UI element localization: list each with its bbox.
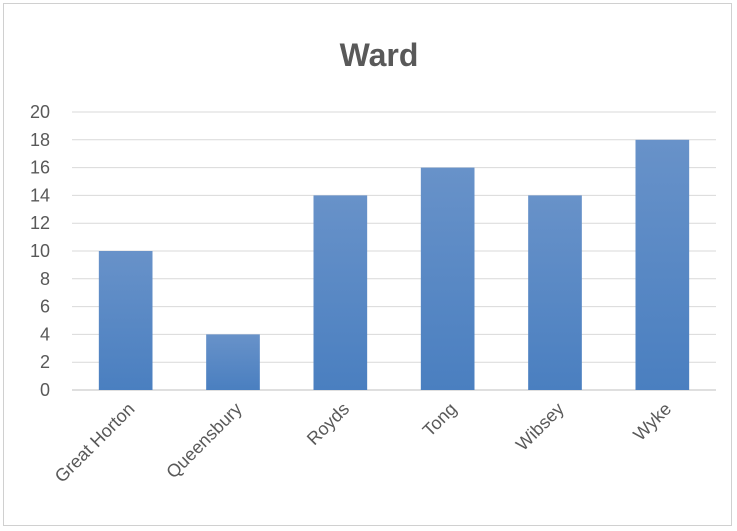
y-tick-label: 10 xyxy=(30,241,50,261)
y-axis-ticks: 0 2 4 6 8 10 12 14 16 18 20 xyxy=(30,102,50,400)
x-axis-labels: Great Horton Queensbury Royds Tong Wibsey Wyk… xyxy=(51,399,675,487)
y-tick-label: 16 xyxy=(30,158,50,178)
y-tick-label: 6 xyxy=(40,297,50,317)
y-tick-label: 14 xyxy=(30,185,50,205)
bar xyxy=(420,167,475,390)
gridlines xyxy=(72,111,716,391)
x-tick-label: Tong xyxy=(419,399,461,441)
x-tick-label: Royds xyxy=(303,399,353,449)
bar xyxy=(98,251,153,390)
y-tick-label: 2 xyxy=(40,352,50,372)
x-tick-label: Wyke xyxy=(629,399,675,445)
x-tick-label: Queensbury xyxy=(162,399,245,482)
y-tick-label: 12 xyxy=(30,213,50,233)
bar xyxy=(528,195,582,390)
x-tick-label: Great Horton xyxy=(51,399,139,487)
chart-title: Ward xyxy=(340,37,419,73)
y-tick-label: 8 xyxy=(40,269,50,289)
x-tick-label: Wibsey xyxy=(512,399,568,455)
y-tick-label: 18 xyxy=(30,130,50,150)
bar xyxy=(313,195,368,390)
y-tick-label: 20 xyxy=(30,102,50,122)
y-tick-label: 4 xyxy=(40,324,50,344)
bar xyxy=(635,139,690,390)
y-tick-label: 0 xyxy=(40,380,50,400)
bars xyxy=(98,139,690,390)
bar xyxy=(206,334,260,390)
